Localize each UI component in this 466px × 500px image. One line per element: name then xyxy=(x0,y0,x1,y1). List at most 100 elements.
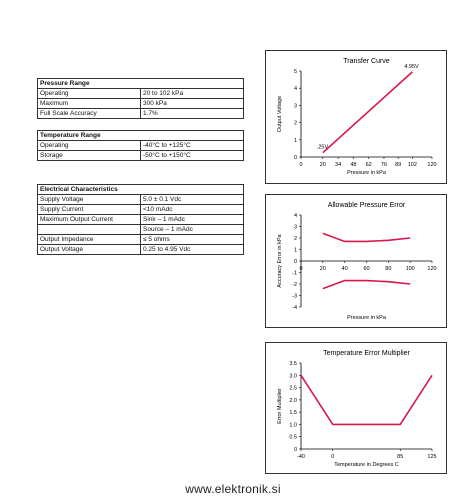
x-tick-label: 48 xyxy=(350,162,356,168)
y-tick-label: 1.0 xyxy=(289,422,297,428)
x-tick-label: 62 xyxy=(366,162,372,168)
table-row: Operating -40°C to +125°C xyxy=(37,140,244,151)
x-tick-label: 120 xyxy=(427,162,436,168)
x-tick-label: -40 xyxy=(297,454,305,460)
table-row: Output Voltage 0.25 to 4.95 Vdc xyxy=(37,244,244,255)
row-label: Operating xyxy=(37,88,141,99)
series-line xyxy=(322,232,411,243)
y-tick-label: 3 xyxy=(294,225,297,231)
row-label: Supply Voltage xyxy=(37,194,141,205)
y-tick-label: 4 xyxy=(294,213,297,219)
x-tick-label: 0 xyxy=(299,162,302,168)
row-value: 1.7% xyxy=(140,108,244,119)
table-row: Supply Current <10 mAdc xyxy=(37,204,244,215)
row-label: Full Scale Accuracy xyxy=(37,108,141,119)
series-line xyxy=(322,279,411,290)
table-row: Maximum 300 kPa xyxy=(37,98,244,109)
y-tick-label: 3 xyxy=(294,103,297,109)
y-axis-label: Accuracy Error in kPa xyxy=(277,233,283,287)
y-tick-label: -1 xyxy=(292,271,297,277)
row-value: Sink – 1 mAdc xyxy=(140,214,244,225)
y-tick-label: -4 xyxy=(292,305,297,311)
series-line xyxy=(300,374,433,426)
x-tick-label: 120 xyxy=(427,266,436,272)
row-value: -50°C to +150°C xyxy=(140,150,244,161)
electrical-title: Electrical Characteristics xyxy=(37,184,244,195)
x-tick-label: 80 xyxy=(385,266,391,272)
temperature-multiplier-svg: Temperature Error Multiplier 0 0.5 1.0 1.5 2.… xyxy=(277,350,437,468)
x-tick-label: 40 xyxy=(342,266,348,272)
table-row: Output Impedance ≤ 5 ohms xyxy=(37,234,244,245)
row-label: Output Impedance xyxy=(37,234,141,245)
x-tick-label: 76 xyxy=(381,162,387,168)
annotation-label: .25V xyxy=(317,145,329,151)
row-label: Maximum Output Current xyxy=(37,214,141,225)
x-tick-label: 20 xyxy=(320,266,326,272)
y-tick-label: 2.5 xyxy=(289,386,297,392)
table-row: Operating 20 to 102 kPa xyxy=(37,88,244,99)
row-label xyxy=(37,224,141,235)
chart-title: Transfer Curve xyxy=(343,58,390,65)
y-tick-label: 2.0 xyxy=(289,398,297,404)
y-tick-label: 1.5 xyxy=(289,410,297,416)
footer-watermark: www.elektronik.si xyxy=(185,482,281,496)
y-tick-label: 0 xyxy=(294,259,297,265)
electrical-characteristics-table: Electrical Characteristics Supply Voltag… xyxy=(37,184,244,255)
x-tick-label: 20 xyxy=(320,162,326,168)
row-value: ≤ 5 ohms xyxy=(140,234,244,245)
y-tick-label: 1 xyxy=(294,248,297,254)
annotation-label: 4.95V xyxy=(404,64,419,70)
pressure-range-table: Pressure Range Operating 20 to 102 kPa Ma… xyxy=(37,78,244,119)
temperature-error-multiplier-chart: Temperature Error Multiplier 0 0.5 1.0 1.5 2.… xyxy=(265,342,447,474)
row-label: Supply Current xyxy=(37,204,141,215)
row-value: -40°C to +125°C xyxy=(140,140,244,151)
y-tick-label: 5 xyxy=(294,69,297,75)
row-value: 5.0 ± 0.1 Vdc xyxy=(140,194,244,205)
pressure-range-title: Pressure Range xyxy=(37,78,244,89)
row-value: 20 to 102 kPa xyxy=(140,88,244,99)
row-value: Source – 1 mAdc xyxy=(140,224,244,235)
y-tick-label: 0 xyxy=(294,155,297,161)
x-tick-label: 85 xyxy=(397,454,403,460)
row-value: 0.25 to 4.95 Vdc xyxy=(140,244,244,255)
table-row: Storage -50°C to +150°C xyxy=(37,150,244,161)
x-tick-label: 89 xyxy=(395,162,401,168)
y-tick-label: 3.0 xyxy=(289,373,297,379)
temperature-range-title: Temperature Range xyxy=(37,130,244,141)
row-value: <10 mAdc xyxy=(140,204,244,215)
table-row: Source – 1 mAdc xyxy=(37,224,244,235)
table-row: Supply Voltage 5.0 ± 0.1 Vdc xyxy=(37,194,244,205)
temperature-range-table: Temperature Range Operating -40°C to +125… xyxy=(37,130,244,161)
x-tick-label: 60 xyxy=(363,266,369,272)
table-row: Maximum Output Current Sink – 1 mAdc xyxy=(37,214,244,225)
y-tick-label: 2 xyxy=(294,236,297,242)
row-label: Storage xyxy=(37,150,141,161)
row-label: Maximum xyxy=(37,98,141,109)
x-tick-label: 100 xyxy=(406,266,415,272)
chart-title: Allowable Pressure Error xyxy=(328,202,406,209)
x-axis-label: Temperature in Degrees C xyxy=(334,462,399,468)
row-label: Operating xyxy=(37,140,141,151)
y-tick-label: 3.5 xyxy=(289,361,297,367)
y-tick-label: 0 xyxy=(294,447,297,453)
y-axis-label: Output Voltage xyxy=(277,96,283,132)
series-line xyxy=(322,71,413,154)
y-tick-label: 0.5 xyxy=(289,435,297,441)
y-tick-label: -3 xyxy=(292,294,297,300)
x-tick-label: 102 xyxy=(408,162,417,168)
y-axis-label: Error Multiplier xyxy=(277,388,283,424)
row-value: 300 kPa xyxy=(140,98,244,109)
x-axis-label: Pressure in kPa xyxy=(347,315,387,321)
x-tick-label: 0 xyxy=(299,266,302,272)
y-tick-label: 4 xyxy=(294,86,297,92)
y-tick-label: 2 xyxy=(294,121,297,127)
x-tick-label: 34 xyxy=(335,162,341,168)
x-tick-label: 125 xyxy=(427,454,436,460)
row-label: Output Voltage xyxy=(37,244,141,255)
transfer-curve-chart: Transfer Curve 0 1 2 3 4 5 0 20 34 48 62 76 89 102 120 P… xyxy=(265,50,447,184)
y-tick-label: 1 xyxy=(294,138,297,144)
chart-title: Temperature Error Multiplier xyxy=(323,350,410,357)
y-tick-label: -2 xyxy=(292,282,297,288)
